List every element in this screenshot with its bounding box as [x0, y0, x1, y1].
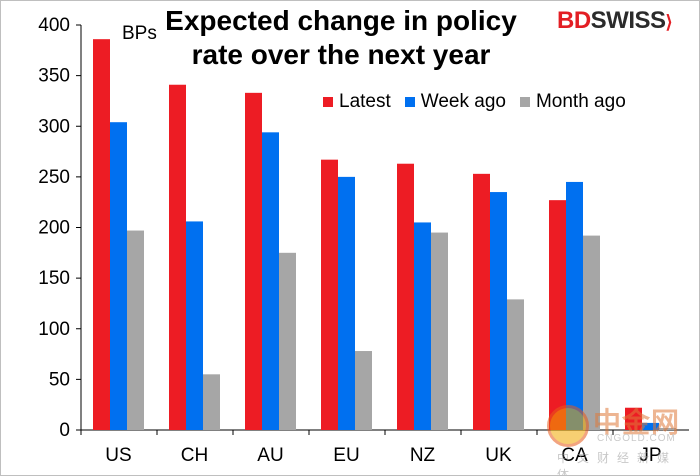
- legend-item-week-ago: Week ago: [404, 91, 506, 113]
- logo-swiss-text: SWISS: [590, 7, 666, 34]
- logo-mark-icon: ⟩: [665, 12, 673, 32]
- bar-week-ago-au: [262, 132, 279, 430]
- chart-title-line-2: rate over the next year: [191, 39, 491, 70]
- bdswiss-logo: BDSWISS⟩: [557, 7, 673, 35]
- logo-bd-text: BD: [557, 7, 591, 34]
- x-tick-label: CH: [181, 445, 208, 466]
- x-tick-label: NZ: [410, 445, 436, 466]
- legend-label-latest: Latest: [339, 91, 391, 112]
- x-tick-label: UK: [485, 445, 512, 466]
- legend-swatch-month-ago: [519, 97, 530, 107]
- y-tick-label: 0: [59, 420, 70, 441]
- bar-month-ago-us: [127, 230, 144, 430]
- x-tick-label: EU: [333, 445, 359, 466]
- bar-week-ago-jp: [642, 422, 659, 430]
- bar-month-ago-eu: [355, 351, 372, 430]
- bar-latest-ca: [549, 200, 566, 430]
- legend-swatch-latest: [323, 97, 333, 107]
- y-tick-label: 400: [38, 15, 70, 36]
- bar-latest-us: [93, 39, 110, 431]
- y-tick-label: 50: [49, 369, 70, 390]
- bar-week-ago-us: [110, 122, 127, 430]
- bar-month-ago-ch: [203, 374, 220, 430]
- bar-week-ago-nz: [414, 222, 431, 430]
- bar-week-ago-ch: [186, 221, 203, 430]
- y-tick-label: 350: [38, 66, 70, 87]
- bar-latest-nz: [397, 163, 414, 430]
- legend-label-month-ago: Month ago: [535, 91, 626, 112]
- watermark-cn-text: 中金网: [593, 406, 681, 439]
- bar-week-ago-eu: [338, 176, 355, 430]
- bar-latest-ch: [169, 84, 186, 431]
- cngold-watermark: 中金网 CNGOLD.COM 中文财经新媒体: [547, 403, 695, 475]
- bar-month-ago-jp: [659, 427, 676, 430]
- y-tick-label: 300: [38, 116, 70, 137]
- bar-month-ago-au: [279, 252, 296, 430]
- y-tick-label: 150: [38, 268, 70, 289]
- bar-month-ago-nz: [431, 232, 448, 430]
- x-tick-label: AU: [257, 445, 283, 466]
- bar-month-ago-uk: [507, 299, 524, 430]
- legend-label-week-ago: Week ago: [420, 91, 506, 112]
- chart-legend: Latest Week ago Month ago: [323, 91, 626, 113]
- y-tick-label: 100: [38, 319, 70, 340]
- legend-item-month-ago: Month ago: [519, 91, 626, 113]
- bar-week-ago-uk: [490, 192, 507, 430]
- bar-latest-uk: [473, 173, 490, 430]
- y-axis-unit-label: BPs: [122, 23, 157, 44]
- legend-swatch-week-ago: [404, 97, 415, 107]
- watermark-en-text: CNGOLD.COM: [597, 433, 676, 444]
- bar-month-ago-ca: [583, 235, 600, 430]
- legend-item-latest: Latest: [323, 91, 391, 113]
- x-tick-label: JP: [639, 445, 661, 466]
- y-tick-label: 200: [38, 218, 70, 239]
- watermark-sub-text: 中文财经新媒体: [557, 451, 678, 476]
- chart-title-line-1: Expected change in policy: [165, 5, 517, 36]
- cngold-logo-icon: [547, 405, 589, 447]
- bar-latest-au: [245, 92, 262, 431]
- y-tick-label: 250: [38, 167, 70, 188]
- bar-latest-jp: [625, 407, 642, 430]
- x-tick-label: CA: [561, 445, 588, 466]
- bar-week-ago-ca: [566, 181, 583, 430]
- x-tick-label: US: [105, 445, 131, 466]
- bar-latest-eu: [321, 159, 338, 430]
